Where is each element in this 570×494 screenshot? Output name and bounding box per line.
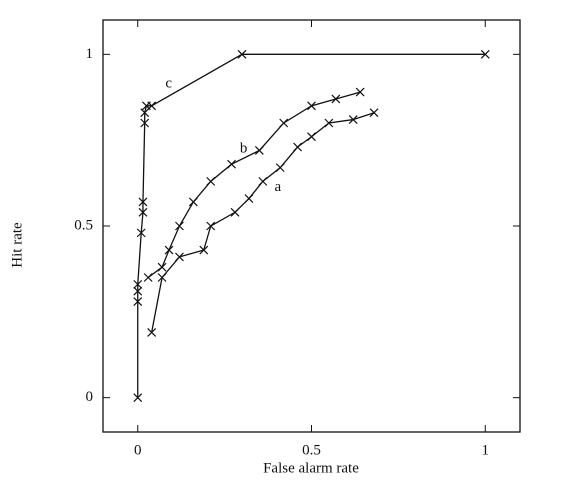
y-tick-label: 1 xyxy=(86,46,94,62)
marker xyxy=(206,176,216,186)
marker xyxy=(133,286,143,296)
marker xyxy=(138,197,148,207)
y-axis-label: Hit rate xyxy=(9,222,25,268)
marker xyxy=(227,159,236,169)
series-label: b xyxy=(240,141,248,157)
x-tick-label: 1 xyxy=(482,442,490,458)
marker xyxy=(133,297,143,306)
marker xyxy=(279,118,289,128)
y-tick-label: 0.5 xyxy=(74,217,93,233)
marker xyxy=(136,228,146,238)
marker xyxy=(307,132,316,142)
marker xyxy=(199,245,209,255)
series-label: a xyxy=(275,179,282,195)
marker xyxy=(175,252,184,262)
marker xyxy=(258,176,268,186)
marker xyxy=(188,197,198,207)
marker xyxy=(133,393,143,403)
marker xyxy=(206,221,216,231)
x-tick-label: 0 xyxy=(134,442,142,458)
marker xyxy=(254,146,264,155)
marker xyxy=(237,49,247,59)
marker xyxy=(348,115,358,124)
x-axis-label: False alarm rate xyxy=(263,460,359,476)
marker xyxy=(307,101,316,111)
marker xyxy=(157,273,167,282)
marker xyxy=(164,245,174,255)
marker xyxy=(230,207,240,217)
marker xyxy=(157,262,167,272)
marker xyxy=(140,118,150,128)
marker xyxy=(324,118,334,128)
marker xyxy=(147,328,157,337)
marker xyxy=(275,163,285,173)
series-label: c xyxy=(165,75,172,91)
marker xyxy=(355,87,365,97)
marker xyxy=(175,221,184,231)
marker xyxy=(147,101,157,111)
marker xyxy=(133,279,143,289)
marker xyxy=(140,108,150,118)
marker xyxy=(143,273,153,282)
x-tick-label: 0.5 xyxy=(302,442,321,458)
marker xyxy=(331,94,341,104)
marker xyxy=(244,194,254,203)
marker xyxy=(369,108,379,118)
marker xyxy=(480,49,490,59)
y-tick-label: 0 xyxy=(86,389,94,405)
series-line xyxy=(147,91,361,279)
marker xyxy=(293,142,303,152)
marker xyxy=(138,207,148,217)
